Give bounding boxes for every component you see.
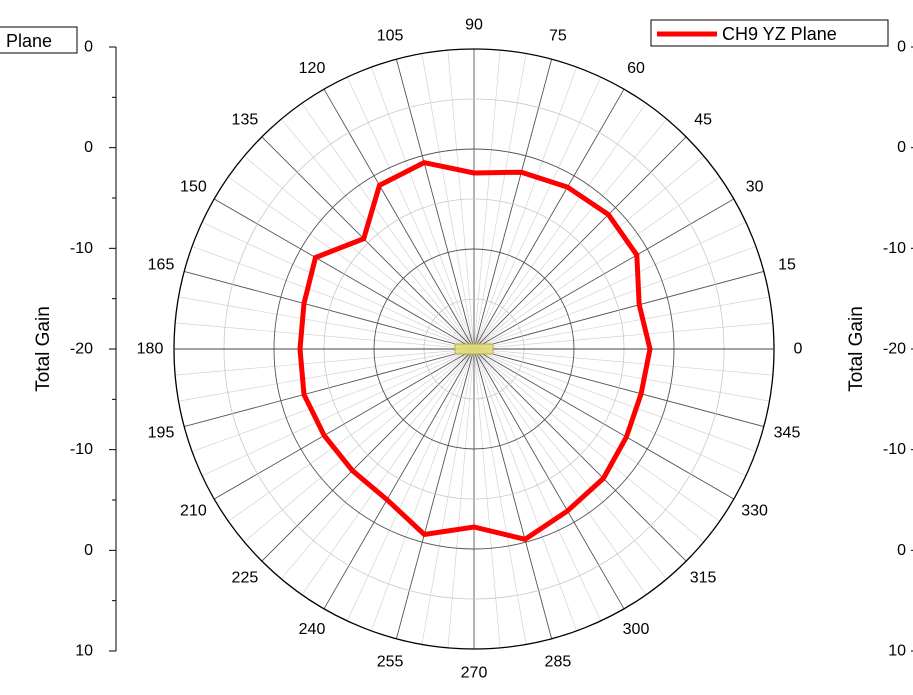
- angular-tick-label: 195: [148, 424, 175, 441]
- left-legend-label: Plane: [6, 31, 52, 51]
- angular-tick-label: 75: [549, 28, 567, 45]
- angular-tick-label: 45: [694, 111, 712, 128]
- axis-tick-label: 0: [84, 139, 93, 156]
- angular-tick-label: 255: [377, 654, 404, 671]
- right-radial-axis: 0 0 -10 -20 -10 0 10 Total Gain: [846, 39, 913, 660]
- axis-tick-label: 10: [75, 643, 93, 660]
- axis-tick-label: 0: [897, 139, 906, 156]
- angular-tick-label: 180: [137, 341, 164, 358]
- angular-tick-label: 60: [627, 60, 645, 77]
- angular-tick-label: 270: [461, 665, 488, 682]
- axis-title: Total Gain: [846, 306, 867, 392]
- axis-tick-label: -20: [883, 341, 906, 358]
- left-radial-axis: 0 0 -10 -20 -10 0 10 Total Gain: [33, 39, 117, 660]
- center-marker: [454, 343, 494, 355]
- angular-tick-labels: 0 15 30 45 60 75 90 105 120 135 150 165 180 195 210 225…: [137, 17, 803, 682]
- legend: CH9 YZ Plane: [650, 19, 889, 47]
- axis-tick-label: -10: [883, 441, 906, 458]
- series-layer: [297, 159, 653, 542]
- angular-tick-label: 345: [774, 424, 801, 441]
- angular-tick-label: 225: [232, 570, 259, 587]
- axis-tick-label: 0: [84, 542, 93, 559]
- angular-tick-label: 135: [232, 111, 259, 128]
- angular-tick-label: 30: [746, 179, 764, 196]
- angular-tick-label: 15: [778, 257, 796, 274]
- angular-tick-label: 120: [299, 60, 326, 77]
- angular-tick-label: 105: [377, 28, 404, 45]
- left-legend-box: [0, 26, 78, 54]
- angular-tick-label: 150: [180, 179, 207, 196]
- angular-tick-label: 330: [741, 503, 768, 520]
- angular-tick-label: 285: [545, 654, 572, 671]
- angular-tick-label: 90: [465, 17, 483, 34]
- angular-tick-label: 165: [148, 257, 175, 274]
- axis-tick-label: 0: [84, 39, 93, 56]
- angular-tick-label: 240: [299, 621, 326, 638]
- axis-tick-label: -10: [883, 240, 906, 257]
- axis-tick-label: 10: [888, 643, 906, 660]
- legend-label: CH9 YZ Plane: [722, 24, 837, 44]
- left-legend-fragment: Plane: [0, 26, 78, 54]
- axis-tick-label: -20: [70, 341, 93, 358]
- center-highlight-bar: [454, 343, 494, 355]
- axis-tick-label: 0: [897, 39, 906, 56]
- axis-tick-label: -10: [70, 441, 93, 458]
- axis-tick-label: 0: [897, 542, 906, 559]
- angular-tick-label: 210: [180, 503, 207, 520]
- angular-tick-label: 300: [623, 621, 650, 638]
- angular-tick-label: 315: [690, 570, 717, 587]
- axis-tick-label: -10: [70, 240, 93, 257]
- axis-title: Total Gain: [33, 306, 54, 392]
- series-line: [297, 159, 653, 542]
- angular-tick-label: 0: [794, 341, 803, 358]
- polar-grid: [173, 48, 775, 650]
